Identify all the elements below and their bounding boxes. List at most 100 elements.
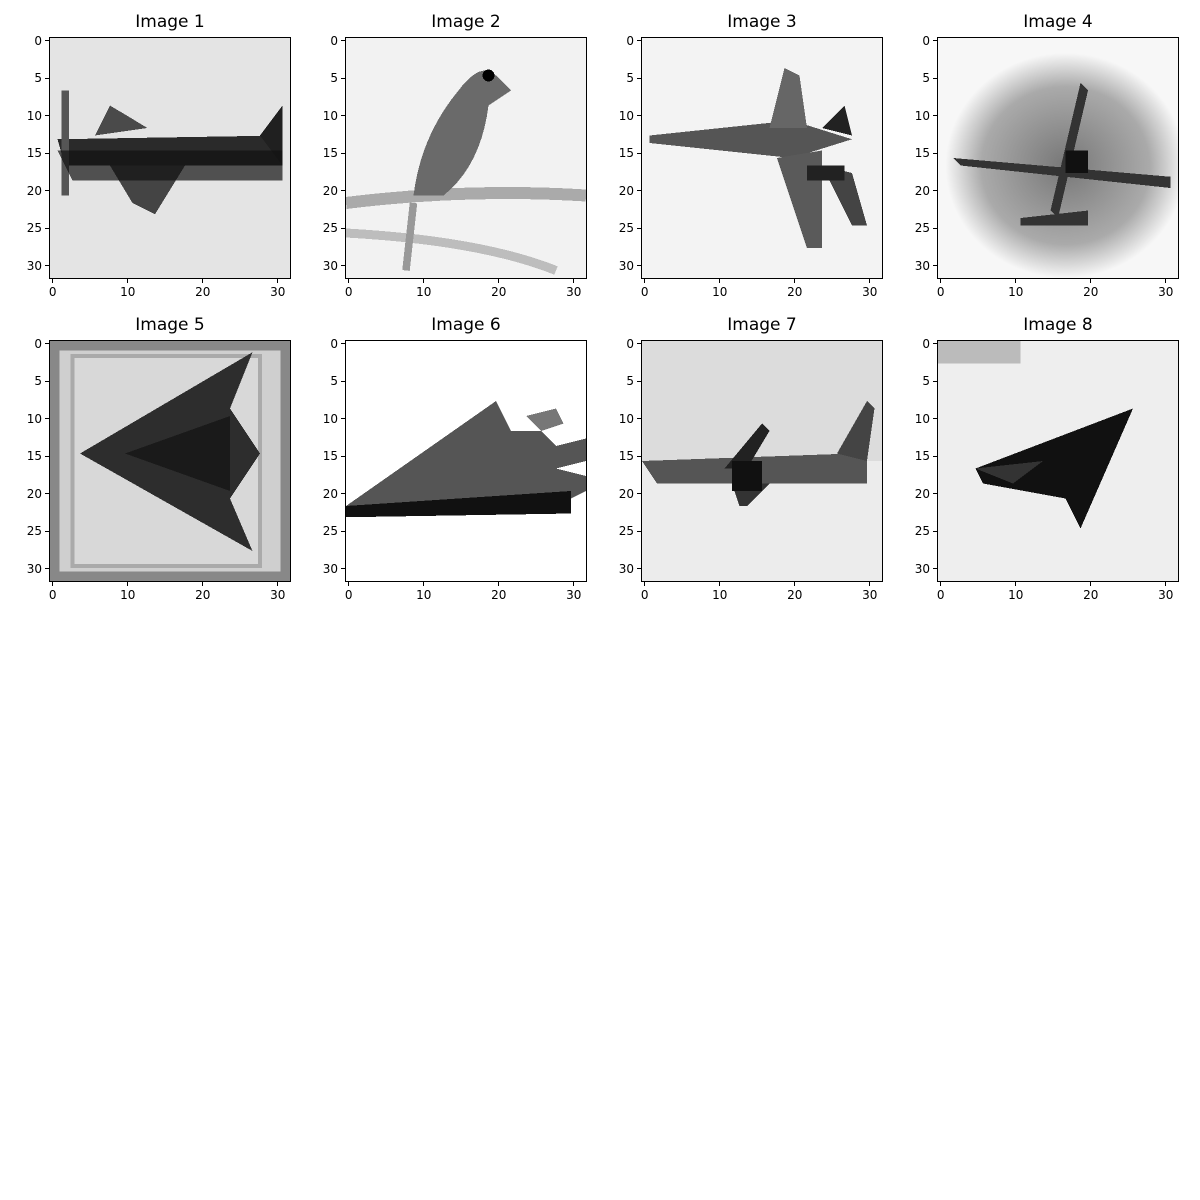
y-tick-mark [933,227,937,229]
y-tick-label: 5 [330,374,338,389]
x-tick-mark [794,582,796,586]
y-tick-mark [933,380,937,382]
y-tick-mark [637,455,641,457]
panel-title: Image 4 [1023,12,1093,32]
y-tick-label: 15 [914,449,930,464]
x-tick-mark [719,279,721,283]
y-tick-mark [933,568,937,570]
y-tick-label: 25 [914,524,930,539]
x-tick-label: 10 [712,285,728,299]
x-tick-label: 0 [936,285,945,299]
y-tick-label: 30 [322,561,338,576]
y-tick-label: 5 [34,71,42,86]
y-tick-mark [45,77,49,79]
panel-title: Image 1 [135,12,205,32]
x-tick-mark [1165,279,1167,283]
y-tick-label: 5 [626,374,634,389]
x-tick-label: 10 [120,285,136,299]
y-tick-label: 10 [618,411,634,426]
y-tick-mark [341,115,345,117]
y-tick-label: 0 [922,33,930,48]
x-tick-mark [498,279,500,283]
y-tick-mark [341,568,345,570]
y-tick-mark [933,40,937,42]
y-tick-label: 5 [626,71,634,86]
x-tick-label: 10 [120,588,136,602]
y-tick-label: 0 [626,33,634,48]
y-tick-mark [933,115,937,117]
y-tick-mark [45,227,49,229]
grayscale-image [49,37,291,279]
y-tick-label: 5 [922,71,930,86]
y-tick-label: 15 [618,146,634,161]
y-tick-mark [933,77,937,79]
y-tick-label: 30 [26,258,42,273]
y-tick-mark [341,455,345,457]
x-tick-label: 10 [1008,588,1024,602]
x-tick-mark [348,279,350,283]
x-tick-mark [1090,279,1092,283]
y-tick-mark [637,115,641,117]
x-tick-mark [498,582,500,586]
y-tick-label: 20 [322,183,338,198]
x-tick-label: 20 [787,588,803,602]
y-tick-label: 15 [914,146,930,161]
y-tick-mark [45,418,49,420]
x-tick-mark [277,582,279,586]
panel-title: Image 8 [1023,315,1093,335]
y-tick-mark [45,493,49,495]
panel-title: Image 6 [431,315,501,335]
x-tick-mark [1165,582,1167,586]
y-tick-label: 25 [322,221,338,236]
y-tick-mark [933,493,937,495]
y-tick-mark [45,152,49,154]
y-tick-label: 10 [322,108,338,123]
y-tick-label: 30 [618,561,634,576]
x-tick-label: 0 [48,588,57,602]
airplane-side-view-picture [50,38,290,278]
x-tick-label: 20 [195,285,211,299]
y-tick-mark [341,380,345,382]
y-tick-mark [637,343,641,345]
panel-title: Image 7 [727,315,797,335]
y-tick-label: 25 [26,524,42,539]
y-tick-mark [45,265,49,267]
x-tick-label: 0 [640,588,649,602]
y-tick-label: 10 [618,108,634,123]
plane-with-vignette-picture [938,38,1178,278]
y-tick-mark [637,530,641,532]
y-tick-label: 10 [914,108,930,123]
y-tick-mark [637,265,641,267]
stealth-aircraft-picture [346,341,586,581]
y-tick-label: 25 [26,221,42,236]
x-tick-label: 30 [270,588,286,602]
x-tick-mark [127,582,129,586]
x-tick-label: 30 [862,285,878,299]
y-tick-label: 20 [914,486,930,501]
y-tick-mark [45,343,49,345]
y-tick-label: 30 [322,258,338,273]
x-tick-mark [127,279,129,283]
x-tick-mark [202,582,204,586]
y-tick-label: 20 [914,183,930,198]
grayscale-image [345,340,587,582]
x-tick-label: 20 [491,285,507,299]
airliner-in-flight-picture [642,341,882,581]
y-tick-label: 20 [322,486,338,501]
y-tick-label: 0 [34,33,42,48]
y-tick-mark [341,152,345,154]
y-tick-mark [45,455,49,457]
x-tick-label: 30 [1158,285,1174,299]
y-tick-mark [45,115,49,117]
y-tick-mark [933,152,937,154]
y-tick-label: 0 [626,336,634,351]
y-tick-mark [933,418,937,420]
x-tick-label: 30 [566,285,582,299]
y-tick-label: 0 [922,336,930,351]
y-tick-mark [45,530,49,532]
x-tick-mark [940,279,942,283]
y-tick-mark [341,40,345,42]
jet-silhouette-picture [938,341,1178,581]
x-tick-mark [940,582,942,586]
y-tick-label: 20 [618,486,634,501]
